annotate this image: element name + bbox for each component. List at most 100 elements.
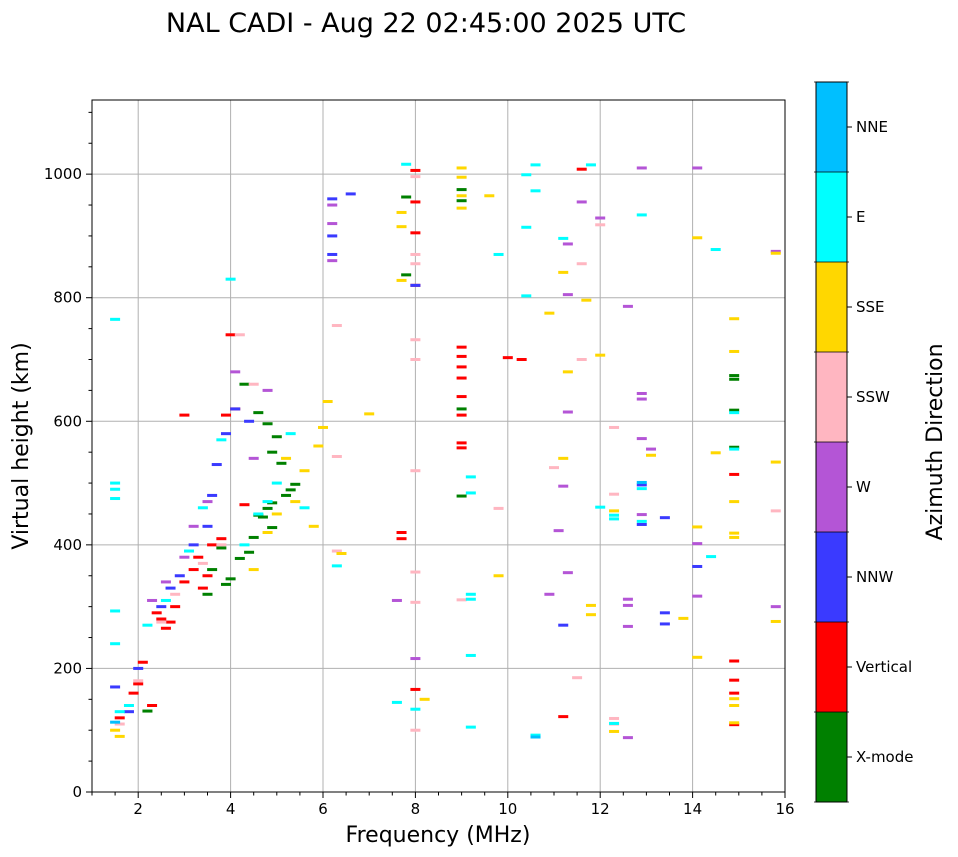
data-point <box>220 432 231 436</box>
data-point <box>179 555 190 559</box>
data-point <box>220 582 231 586</box>
data-point <box>576 200 587 204</box>
data-point <box>216 546 227 550</box>
colorbar-tick-label: X-mode <box>856 748 913 766</box>
series-e <box>110 162 740 737</box>
data-point <box>562 242 573 246</box>
data-point <box>456 175 467 179</box>
data-point <box>299 469 310 473</box>
data-point <box>396 225 407 229</box>
data-point <box>558 236 569 240</box>
data-point <box>636 519 647 523</box>
data-point <box>636 213 647 217</box>
data-point <box>225 277 236 281</box>
data-point <box>710 248 721 252</box>
data-point <box>456 446 467 450</box>
series-nne <box>110 480 647 739</box>
data-point <box>729 445 740 449</box>
data-point <box>142 709 153 713</box>
colorbar-swatch <box>816 172 847 262</box>
data-point <box>230 370 241 374</box>
data-point <box>110 487 121 491</box>
data-point <box>622 624 633 628</box>
data-point <box>562 370 573 374</box>
data-point <box>521 294 532 298</box>
data-point <box>585 613 596 617</box>
data-point <box>327 259 338 263</box>
colorbar: X-mode Vertical NNW W SSW SSE E NNE <box>814 81 913 803</box>
data-point <box>410 657 421 661</box>
x-tick-label: 14 <box>683 800 702 818</box>
data-point <box>114 716 125 720</box>
data-point <box>456 494 467 498</box>
data-point <box>160 626 171 630</box>
data-point <box>562 293 573 297</box>
data-point <box>267 450 278 454</box>
data-point <box>216 543 227 547</box>
data-point <box>156 620 167 624</box>
data-point <box>692 655 703 659</box>
data-point <box>290 482 301 486</box>
data-point <box>248 382 259 386</box>
data-point <box>331 324 342 328</box>
colorbar-tick-label: NNE <box>856 118 888 136</box>
data-point <box>331 455 342 459</box>
data-point <box>493 252 504 256</box>
data-point <box>151 611 162 615</box>
data-point <box>299 506 310 510</box>
data-point <box>281 456 292 460</box>
data-point <box>179 580 190 584</box>
data-point <box>456 194 467 198</box>
data-point <box>391 598 402 602</box>
data-point <box>609 517 620 521</box>
data-point <box>410 262 421 266</box>
data-point <box>396 210 407 214</box>
data-point <box>202 524 213 528</box>
colorbar-swatch <box>816 532 847 622</box>
data-point <box>248 568 259 572</box>
data-point <box>396 537 407 541</box>
data-point <box>609 425 620 429</box>
data-point <box>622 597 633 601</box>
colorbar-tick-label: Vertical <box>856 658 912 676</box>
data-point <box>706 555 717 559</box>
data-point <box>521 173 532 177</box>
data-point <box>544 311 555 315</box>
data-point <box>396 278 407 282</box>
data-point <box>609 729 620 733</box>
data-point <box>410 728 421 732</box>
data-point <box>585 603 596 607</box>
data-point <box>659 516 670 520</box>
data-point <box>558 623 569 627</box>
data-point <box>248 456 259 460</box>
colorbar-swatch <box>816 262 847 352</box>
data-point <box>327 222 338 226</box>
data-point <box>202 500 213 504</box>
data-point <box>636 437 647 441</box>
data-point <box>465 653 476 657</box>
data-point <box>410 338 421 342</box>
x-tick-label: 8 <box>411 800 421 818</box>
data-point <box>271 435 282 439</box>
data-point <box>770 509 781 513</box>
data-point <box>202 592 213 596</box>
data-point <box>530 733 541 737</box>
data-point <box>410 469 421 473</box>
data-point <box>220 413 231 417</box>
data-point <box>516 358 527 361</box>
data-point <box>410 600 421 604</box>
data-point <box>248 535 259 539</box>
data-point <box>493 506 504 510</box>
data-point <box>410 687 421 691</box>
data-point <box>729 411 740 415</box>
data-point <box>271 481 282 485</box>
data-point <box>156 605 167 609</box>
data-point <box>308 524 319 528</box>
data-point <box>401 273 412 277</box>
data-point <box>636 522 647 526</box>
data-point <box>678 616 689 620</box>
data-point <box>456 199 467 203</box>
x-tick-label: 12 <box>591 800 610 818</box>
data-point <box>692 236 703 240</box>
data-point <box>622 736 633 740</box>
